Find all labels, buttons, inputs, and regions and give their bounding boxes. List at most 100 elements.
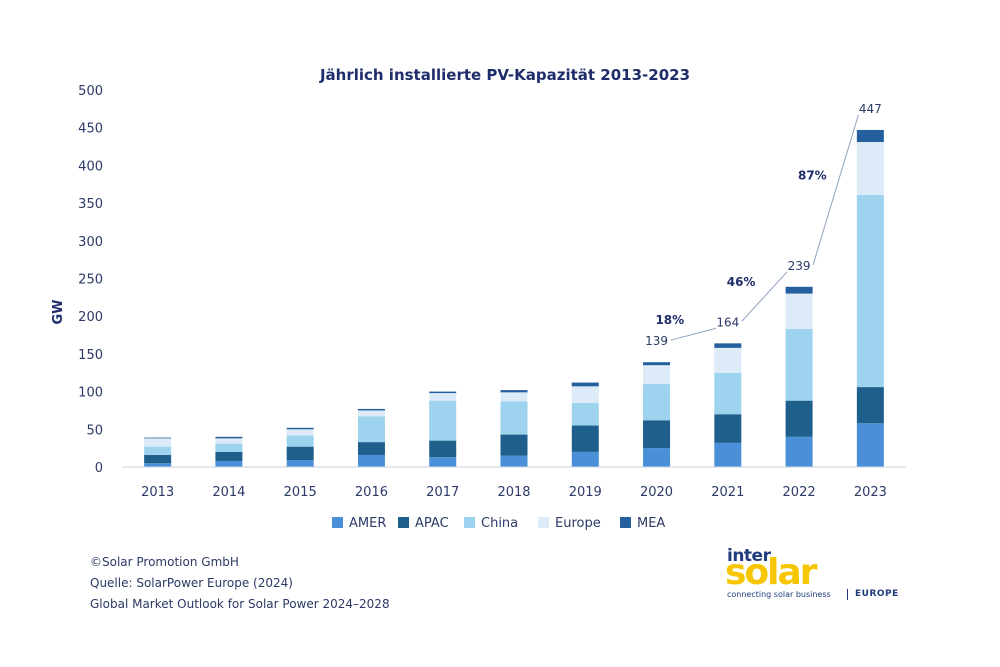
logo-inter-text: inter bbox=[727, 546, 771, 566]
bar-segment-europe-2019 bbox=[571, 386, 599, 403]
bar-segment-mea-2018 bbox=[500, 390, 528, 393]
bar-segment-mea-2023 bbox=[856, 129, 884, 143]
bar-segment-china-2017 bbox=[429, 400, 457, 441]
legend-swatch-apac bbox=[398, 517, 409, 528]
legend-label-amer: AMER bbox=[349, 516, 386, 531]
y-tick-label: 250 bbox=[78, 273, 103, 288]
total-label-2021: 164 bbox=[716, 315, 739, 329]
legend-swatch-china bbox=[464, 517, 475, 528]
bar-segment-mea-2021 bbox=[714, 343, 742, 348]
bar-segment-amer-2023 bbox=[856, 423, 884, 467]
legend-label-mea: MEA bbox=[637, 516, 665, 531]
bar-segment-europe-2014 bbox=[215, 438, 243, 444]
bar-segment-europe-2023 bbox=[856, 142, 884, 195]
bar-segment-amer-2018 bbox=[500, 455, 528, 467]
bar-segment-amer-2019 bbox=[571, 451, 599, 467]
bar-segment-mea-2017 bbox=[429, 391, 457, 394]
bar-segment-apac-2020 bbox=[643, 420, 671, 449]
total-label-2020: 139 bbox=[645, 334, 668, 348]
bar-segment-amer-2015 bbox=[286, 460, 314, 467]
stacked-bars bbox=[144, 129, 884, 467]
bar-segment-china-2021 bbox=[714, 372, 742, 415]
bar-segment-amer-2014 bbox=[215, 460, 243, 467]
source-text: Quelle: SolarPower Europe (2024) bbox=[90, 576, 293, 590]
growth-connector-2021-2022 bbox=[741, 271, 788, 322]
x-tick-label: 2023 bbox=[854, 485, 887, 500]
x-axis-ticks: 2013 2014 2015 2016 2017 2018 2019 2020 2021 2022… bbox=[141, 485, 887, 500]
bar-segment-mea-2016 bbox=[357, 408, 385, 411]
bar-segment-europe-2021 bbox=[714, 347, 742, 373]
y-tick-label: 200 bbox=[78, 310, 103, 325]
bar-segment-apac-2016 bbox=[357, 442, 385, 455]
bar-segment-mea-2013 bbox=[144, 437, 172, 439]
growth-label-2021: 18% bbox=[655, 313, 684, 327]
bar-segment-china-2016 bbox=[357, 416, 385, 443]
bar-segment-mea-2019 bbox=[571, 382, 599, 387]
x-tick-label: 2019 bbox=[569, 485, 602, 500]
bar-segment-mea-2022 bbox=[785, 286, 813, 294]
bar-segment-apac-2018 bbox=[500, 434, 528, 456]
intersolar-europe-logo: inter solar connecting solar business EU… bbox=[725, 546, 907, 606]
total-label-2023: 447 bbox=[859, 102, 882, 116]
bar-segment-apac-2013 bbox=[144, 454, 172, 464]
legend-swatch-europe bbox=[538, 517, 549, 528]
bar-segment-europe-2013 bbox=[144, 438, 172, 447]
bar-segment-apac-2021 bbox=[714, 414, 742, 443]
y-tick-label: 50 bbox=[86, 423, 103, 438]
chart-title: Jährlich installierte PV-Kapazität 2013-… bbox=[319, 66, 690, 84]
y-tick-label: 0 bbox=[95, 461, 103, 476]
x-tick-label: 2020 bbox=[640, 485, 673, 500]
x-tick-label: 2022 bbox=[783, 485, 816, 500]
x-tick-label: 2014 bbox=[212, 485, 245, 500]
bar-segment-amer-2022 bbox=[785, 436, 813, 467]
bar-segment-apac-2023 bbox=[856, 387, 884, 424]
y-tick-label: 300 bbox=[78, 235, 103, 250]
copyright-text: ©Solar Promotion GmbH bbox=[90, 555, 239, 569]
growth-connector-2022-2023 bbox=[812, 114, 859, 265]
bar-segment-europe-2016 bbox=[357, 410, 385, 417]
x-tick-label: 2015 bbox=[284, 485, 317, 500]
legend-label-china: China bbox=[481, 516, 518, 531]
bar-segment-apac-2022 bbox=[785, 400, 813, 437]
bar-segment-amer-2021 bbox=[714, 442, 742, 467]
legend-label-europe: Europe bbox=[555, 516, 601, 531]
logo-separator bbox=[847, 589, 848, 600]
x-tick-label: 2016 bbox=[355, 485, 388, 500]
x-tick-label: 2018 bbox=[497, 485, 530, 500]
bar-segment-amer-2016 bbox=[357, 454, 385, 467]
bar-segment-amer-2013 bbox=[144, 463, 172, 467]
y-tick-label: 450 bbox=[78, 122, 103, 137]
bar-segment-china-2014 bbox=[215, 443, 243, 452]
bar-segment-china-2022 bbox=[785, 329, 813, 401]
bar-segment-amer-2020 bbox=[643, 448, 671, 467]
bar-segment-apac-2015 bbox=[286, 446, 314, 461]
bar-segment-apac-2019 bbox=[571, 425, 599, 452]
bar-segment-mea-2020 bbox=[643, 362, 671, 366]
growth-annotations: 139 164 239 447 18% 46% 87% bbox=[645, 102, 882, 348]
bar-segment-apac-2014 bbox=[215, 451, 243, 461]
legend-swatch-amer bbox=[332, 517, 343, 528]
legend-label-apac: APAC bbox=[415, 516, 449, 531]
growth-connector-2020-2021 bbox=[670, 327, 716, 341]
total-label-2022: 239 bbox=[788, 259, 811, 273]
footer-notes: ©Solar Promotion GmbH Quelle: SolarPower… bbox=[90, 552, 390, 615]
logo-region: EUROPE bbox=[855, 589, 899, 599]
bar-segment-china-2019 bbox=[571, 402, 599, 426]
bar-segment-europe-2018 bbox=[500, 392, 528, 402]
x-tick-label: 2021 bbox=[711, 485, 744, 500]
y-tick-label: 400 bbox=[78, 159, 103, 174]
bar-segment-mea-2014 bbox=[215, 436, 243, 439]
growth-label-2023: 87% bbox=[798, 168, 827, 182]
bar-segment-europe-2017 bbox=[429, 393, 457, 401]
bar-segment-apac-2017 bbox=[429, 440, 457, 458]
bar-segment-mea-2015 bbox=[286, 427, 314, 430]
x-tick-label: 2017 bbox=[426, 485, 459, 500]
growth-label-2022: 46% bbox=[727, 275, 756, 289]
legend: AMER APAC China Europe MEA bbox=[332, 516, 665, 531]
bar-segment-china-2015 bbox=[286, 435, 314, 447]
logo-solar-text: solar bbox=[725, 552, 818, 593]
x-tick-label: 2013 bbox=[141, 485, 174, 500]
y-axis-label: GW bbox=[51, 299, 66, 324]
y-tick-label: 100 bbox=[78, 386, 103, 401]
